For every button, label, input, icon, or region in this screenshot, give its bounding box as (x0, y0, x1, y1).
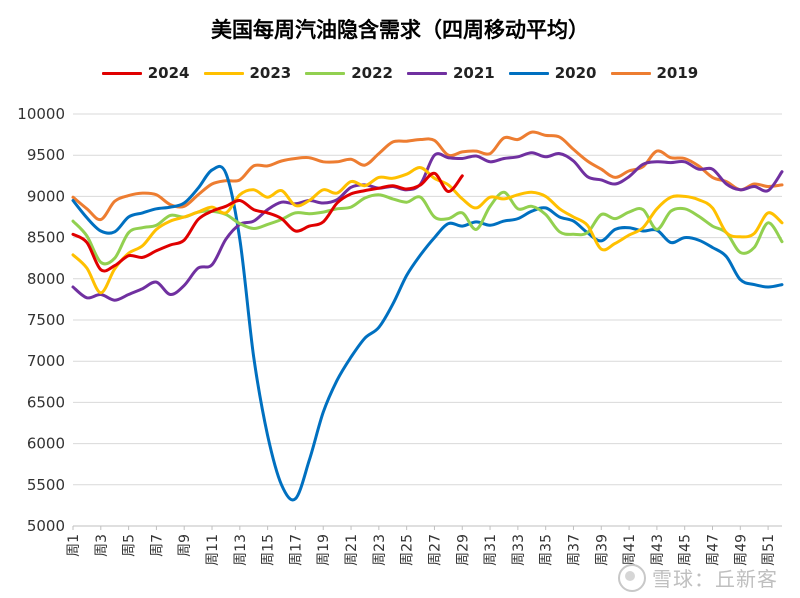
x-tick-label: 周13 (233, 534, 249, 566)
legend-swatch (407, 71, 447, 75)
x-tick-label: 周27 (427, 534, 443, 566)
y-tick-label: 9000 (27, 187, 65, 205)
x-tick-label: 周7 (149, 534, 165, 557)
y-tick-label: 9500 (27, 146, 65, 164)
watermark-text: 雪球：丘新客 (652, 567, 778, 591)
x-tick-label: 周21 (344, 534, 360, 566)
x-tick-label: 周47 (705, 534, 721, 566)
watermark: 雪球：丘新客 (618, 563, 778, 592)
legend-label: 2020 (554, 64, 597, 82)
legend-item-2022: 2022 (305, 64, 393, 82)
x-tick-label: 周19 (316, 534, 332, 566)
x-tick-label: 周29 (455, 534, 471, 566)
x-tick-label: 周49 (733, 534, 749, 566)
x-tick-label: 周3 (94, 534, 110, 557)
x-tick-label: 周25 (400, 534, 416, 566)
legend-label: 2022 (351, 64, 393, 82)
y-tick-label: 5500 (27, 476, 65, 494)
y-tick-label: 6500 (27, 393, 65, 411)
x-tick-label: 周31 (483, 534, 499, 566)
legend-item-2023: 2023 (203, 64, 292, 82)
x-tick-label: 周51 (761, 534, 777, 566)
x-tick-label: 周33 (511, 534, 527, 566)
series-line-2023 (71, 166, 784, 295)
x-tick-label: 周17 (288, 534, 304, 566)
snowball-logo-icon (618, 563, 646, 592)
x-tick-label: 周11 (205, 534, 221, 566)
x-tick-label: 周23 (372, 534, 388, 566)
y-tick-label: 8000 (27, 270, 65, 288)
x-tick-label: 周15 (261, 534, 277, 566)
legend-swatch (508, 71, 549, 75)
x-tick-label: 周5 (122, 534, 138, 557)
chart-title: 美国每周汽油隐含需求（四周移动平均） (211, 18, 589, 42)
legend-item-2021: 2021 (407, 64, 495, 82)
y-tick-label: 10000 (17, 105, 65, 123)
y-tick-label: 7500 (27, 311, 65, 329)
series-line-2022 (71, 190, 784, 266)
y-tick-label: 5000 (27, 517, 65, 535)
x-tick-label: 周45 (678, 534, 694, 566)
legend-label: 2019 (656, 64, 699, 82)
y-tick-label: 6000 (27, 435, 65, 453)
legend-swatch (610, 71, 651, 75)
legend-item-2019: 2019 (610, 64, 699, 82)
x-tick-label: 周43 (650, 534, 666, 566)
y-tick-label: 8500 (27, 229, 65, 247)
x-tick-label: 周37 (566, 534, 582, 566)
legend-swatch (101, 71, 142, 75)
series-line-2024 (71, 171, 464, 273)
legend-swatch (305, 71, 346, 75)
legend-label: 2024 (147, 64, 190, 82)
x-tick-label: 周1 (66, 534, 82, 557)
legend-label: 2023 (249, 64, 292, 82)
legend-swatch (203, 71, 244, 75)
legend-item-2020: 2020 (508, 64, 597, 82)
y-tick-label: 7000 (27, 352, 65, 370)
series-line-2021 (71, 151, 784, 302)
series-line-2020 (71, 164, 784, 502)
x-tick-label: 周39 (594, 534, 610, 566)
x-tick-label: 周9 (177, 534, 193, 557)
series-line-2019 (71, 130, 784, 222)
legend-item-2024: 2024 (101, 64, 190, 82)
x-tick-label: 周41 (622, 534, 638, 566)
legend-label: 2021 (453, 64, 495, 82)
x-tick-label: 周35 (539, 534, 555, 566)
legend: 2024 2023 2022 2021 2020 2019 (0, 64, 800, 82)
